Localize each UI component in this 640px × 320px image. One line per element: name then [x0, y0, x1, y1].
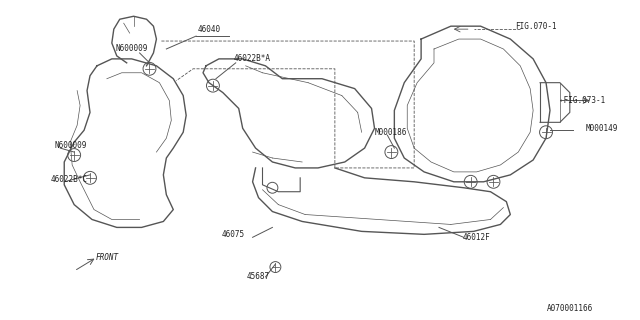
- Text: 46022B*A: 46022B*A: [234, 54, 271, 63]
- Text: 45687: 45687: [247, 272, 270, 282]
- Text: 46075: 46075: [221, 230, 244, 239]
- Text: N600009: N600009: [54, 140, 86, 150]
- Text: M000186: M000186: [374, 128, 407, 137]
- Text: M000149: M000149: [586, 124, 618, 133]
- Text: FRONT: FRONT: [95, 253, 118, 262]
- Text: ←FIG.073-1: ←FIG.073-1: [559, 96, 605, 105]
- Text: N600009: N600009: [115, 44, 148, 53]
- Text: 46022B*C: 46022B*C: [51, 175, 88, 184]
- Text: A070001166: A070001166: [547, 304, 593, 313]
- Text: 46040: 46040: [197, 25, 221, 34]
- Text: FIG.070-1: FIG.070-1: [515, 22, 557, 31]
- Text: 46012F: 46012F: [463, 233, 490, 242]
